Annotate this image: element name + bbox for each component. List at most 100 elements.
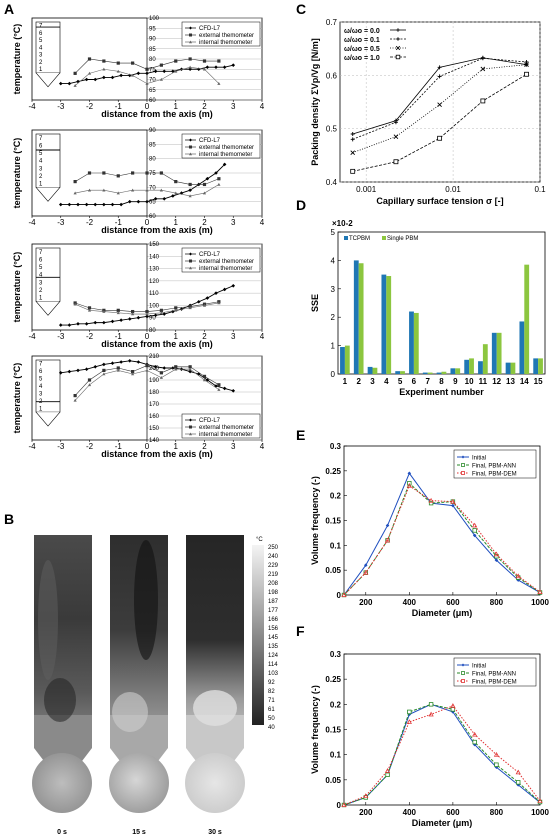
series-line [343,703,541,806]
scale-tick-label: 50 [268,716,275,722]
data-point [524,60,529,64]
data-point [127,359,132,363]
data-point [76,202,80,207]
legend-entry: Single PBM [387,236,418,242]
data-point [174,365,178,369]
data-point [385,772,390,777]
x-tick-label: 7 [425,377,430,386]
data-point [406,483,412,488]
x-tick-label: 2 [202,102,207,111]
bar-single-pbm [441,371,447,374]
x-tick-label: 600 [446,808,460,817]
reactor-level-label: 5 [39,38,43,44]
legend-entry: CFD-L7 [199,138,221,144]
legend-marker [461,463,465,467]
y-axis-label: Packing density ΣVp/Vg [N/m] [310,38,320,165]
data-point [153,69,158,74]
y-tick-label: 140 [149,438,160,444]
y-tick-label: 5 [331,228,336,237]
bar-tcpbm [491,332,497,374]
scale-tick-label: 187 [268,599,279,605]
legend-marker [461,663,465,667]
legend-marker [461,679,465,683]
data-point [217,59,221,63]
data-point [159,171,163,175]
series-c-1 [350,56,529,142]
time-label-0s: 0 s [57,829,67,836]
data-point [159,63,163,67]
data-point [116,368,120,372]
y-axis-label: temperature (°C) [12,252,22,323]
data-point [73,302,77,306]
x-tick-label: -1 [115,442,123,451]
data-point [516,780,521,785]
x-tick-label: 3 [231,102,236,111]
bar-single-pbm [482,344,488,374]
series-line [343,705,541,806]
data-point [159,376,163,379]
y-tick-label: 75 [149,67,156,73]
data-point [84,77,89,82]
legend-marker [461,671,465,675]
x-tick-label: 3 [231,442,236,451]
x-tick-label: 5 [398,377,403,386]
reactor-level-label: 5 [39,265,43,271]
bar-tcpbm [395,371,401,374]
x-tick-label: 1 [174,332,179,341]
x-tick-label: 0 [145,442,150,451]
series-line [352,73,527,172]
scale-tick-label: 135 [268,644,279,650]
y-tick-label: 80 [149,157,156,163]
data-point [214,65,218,69]
data-point [162,366,167,370]
data-point [202,67,207,71]
x-tick-label: 2 [202,442,207,451]
y-tick-label: 3 [331,285,336,294]
data-point [159,311,163,315]
reactor-level-label: 1 [39,296,43,302]
y-tick-label: 0 [337,801,342,810]
data-point [188,306,192,310]
series-line [343,472,541,596]
x-axis-label: Experiment number [399,387,484,397]
data-point [350,137,355,142]
data-point [145,199,149,204]
y-tick-label: 150 [149,426,160,432]
data-point [110,75,115,80]
y-tick-label: 95 [149,26,156,32]
data-point [214,291,218,295]
data-point [437,74,442,79]
y-tick-label: 120 [149,279,160,285]
legend-entry: Final, PBM-ANN [472,672,516,678]
y-tick-label: 90 [149,37,156,43]
legend-marker [189,33,192,37]
data-point [153,313,158,318]
data-point [437,135,443,141]
data-point [136,315,141,320]
data-point [350,132,355,136]
data-point [73,398,77,402]
x-tick-label: 1 [343,377,348,386]
x-tick-label: 1000 [531,808,549,817]
legend-entry: CFD-L7 [199,26,221,32]
legend-entry: internal themometer [199,152,252,158]
reactor-level-label: 6 [39,369,43,375]
data-point [87,71,92,75]
x-tick-label: 400 [403,808,417,817]
reactor-level-label: 5 [39,151,43,157]
data-point [116,191,120,195]
legend-entry: Final, PBM-DEM [472,680,517,686]
scale-tick-label: 229 [268,563,279,569]
data-point [145,368,149,372]
y-tick-label: 0.7 [326,18,338,27]
x-tick-label: 4 [384,377,389,386]
series-external-themometer [73,364,221,398]
data-point [537,589,543,594]
bar-tcpbm [422,372,428,374]
x-tick-label: 1 [174,102,179,111]
data-point [493,751,500,757]
data-point [515,573,521,579]
